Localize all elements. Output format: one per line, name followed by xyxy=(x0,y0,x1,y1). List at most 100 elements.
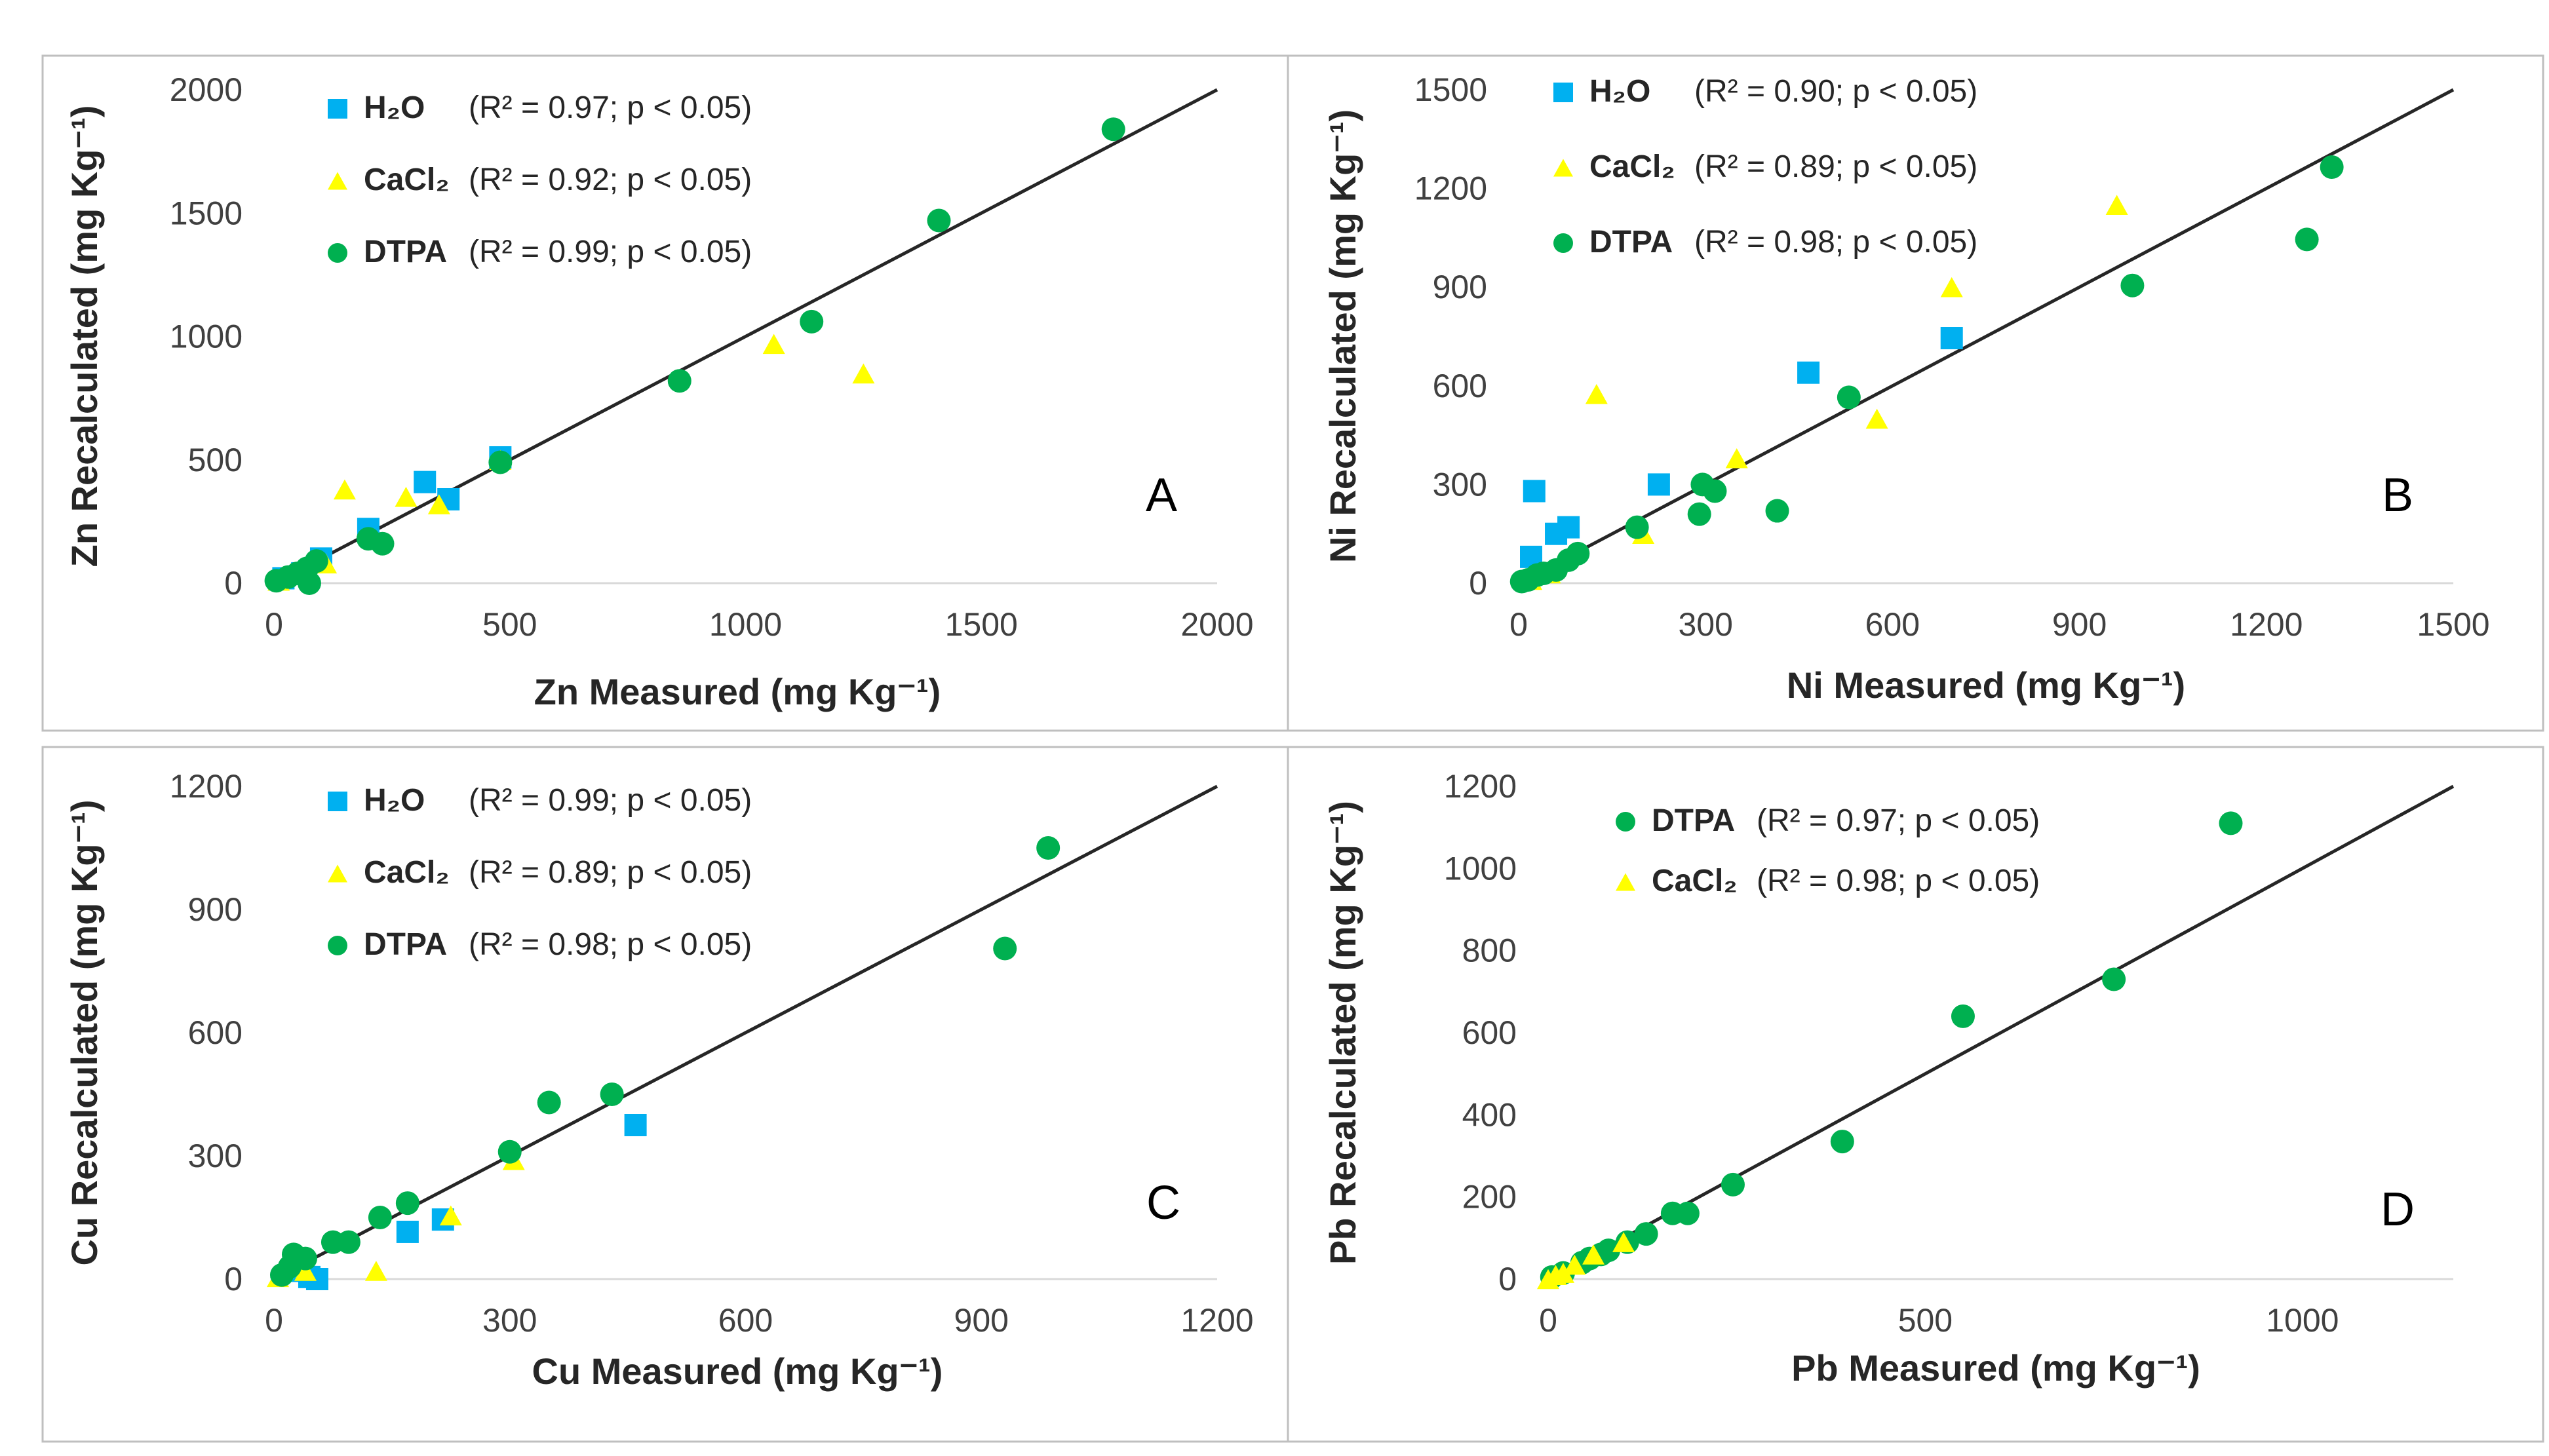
y-tick-label: 1500 xyxy=(1414,71,1487,108)
data-point-circle xyxy=(370,531,395,556)
data-point-circle xyxy=(1625,515,1649,539)
data-point-square xyxy=(624,1114,647,1136)
y-tick-label: 1000 xyxy=(170,318,243,355)
legend-series-stats: (R² = 0.97; p < 0.05) xyxy=(469,90,752,125)
legend-marker-circle xyxy=(328,243,347,263)
x-tick-label: 0 xyxy=(1539,1302,1557,1339)
legend-marker-triangle xyxy=(328,172,347,190)
y-tick-label: 300 xyxy=(1433,466,1487,503)
data-point-triangle xyxy=(439,1205,462,1226)
panel-letter: D xyxy=(2381,1183,2415,1236)
panel-border xyxy=(41,746,1289,1443)
data-point-triangle xyxy=(427,494,450,514)
legend-series-name: H₂O xyxy=(1589,74,1650,109)
legend-marker-square xyxy=(328,792,347,811)
data-point-triangle xyxy=(762,334,785,354)
legend-series-name: H₂O xyxy=(364,783,425,818)
legend-series-name: DTPA xyxy=(364,927,447,962)
legend-series-stats: (R² = 0.99; p < 0.05) xyxy=(469,783,752,818)
legend-marker-square xyxy=(1553,83,1573,102)
y-tick-label: 800 xyxy=(1462,932,1517,969)
data-point-circle xyxy=(1837,385,1861,410)
legend-marker-triangle xyxy=(328,864,347,883)
data-point-circle xyxy=(800,309,824,334)
data-point-circle xyxy=(1036,836,1060,860)
legend-marker-circle xyxy=(1553,233,1573,253)
legend-marker-triangle xyxy=(1616,873,1635,891)
series-circle xyxy=(1509,155,2344,594)
data-point-circle xyxy=(667,369,691,393)
fit-line xyxy=(273,784,1218,1281)
panel-b: 0 300 600 900 1200 1500 0 300 600 900 1200 1500 Ni M… xyxy=(1287,54,2544,732)
data-point-square xyxy=(396,1220,419,1243)
x-tick-label: 300 xyxy=(1678,606,1732,643)
y-tick-label: 600 xyxy=(1462,1014,1517,1051)
data-point-circle xyxy=(1703,479,1727,503)
x-tick-label: 1200 xyxy=(2230,606,2303,643)
data-point-square xyxy=(1523,480,1546,503)
data-point-triangle xyxy=(1612,1232,1635,1252)
data-point-circle xyxy=(927,208,951,233)
data-point-triangle xyxy=(333,479,356,500)
data-point-circle xyxy=(497,1140,522,1164)
data-point-circle xyxy=(368,1206,392,1229)
legend-series-name: DTPA xyxy=(364,235,447,269)
y-axis-title: Cu Recalculated (mg Kg⁻¹) xyxy=(64,800,105,1266)
data-point-triangle xyxy=(2105,195,2128,215)
data-point-circle xyxy=(2219,811,2243,835)
data-point-triangle xyxy=(1725,448,1748,469)
x-axis-title: Ni Measured (mg Kg⁻¹) xyxy=(1787,664,2185,706)
legend-series-name: H₂O xyxy=(364,90,425,125)
data-point-circle xyxy=(293,1246,317,1271)
legend-series-name: CaCl₂ xyxy=(1652,864,1738,898)
data-point-triangle xyxy=(852,363,875,384)
panel-border xyxy=(1287,746,2544,1443)
y-tick-label: 2000 xyxy=(170,71,243,108)
legend-series-name: CaCl₂ xyxy=(364,163,450,197)
y-tick-label: 1200 xyxy=(170,768,243,805)
x-axis-title: Cu Measured (mg Kg⁻¹) xyxy=(532,1351,943,1392)
data-point-square xyxy=(1647,473,1670,496)
y-tick-label: 0 xyxy=(1498,1261,1517,1297)
x-axis-title: Pb Measured (mg Kg⁻¹) xyxy=(1791,1347,2200,1389)
data-point-triangle xyxy=(1552,1263,1575,1283)
x-tick-label: 600 xyxy=(1865,606,1920,643)
y-tick-label: 900 xyxy=(1433,269,1487,305)
y-tick-label: 0 xyxy=(224,1261,243,1297)
data-point-circle xyxy=(304,549,328,573)
y-tick-label: 500 xyxy=(188,442,243,478)
panel-d: 0 500 1000 0 200 400 600 800 1000 1200 Pb Measured… xyxy=(1287,746,2544,1443)
data-point-circle xyxy=(395,1191,419,1216)
y-tick-label: 0 xyxy=(1469,565,1487,602)
legend-series-stats: (R² = 0.97; p < 0.05) xyxy=(1757,803,2040,838)
fit-line xyxy=(273,88,1218,585)
data-point-circle xyxy=(2102,967,2126,991)
x-tick-label: 0 xyxy=(265,1302,283,1339)
series-circle xyxy=(264,117,1125,595)
fit-line xyxy=(1547,784,2455,1281)
x-tick-label: 1200 xyxy=(1180,1302,1253,1339)
data-point-circle xyxy=(1566,541,1590,565)
x-tick-label: 0 xyxy=(265,606,283,643)
data-point-triangle xyxy=(395,486,418,507)
data-point-square xyxy=(1797,361,1820,384)
data-point-circle xyxy=(993,936,1017,961)
data-point-circle xyxy=(537,1090,561,1115)
x-tick-label: 500 xyxy=(482,606,537,643)
y-tick-label: 900 xyxy=(188,891,243,928)
data-point-circle xyxy=(1597,1238,1621,1263)
panel-c: 0 300 600 900 1200 0 300 600 900 1200 Cu Measured … xyxy=(41,746,1289,1443)
data-point-circle xyxy=(600,1082,624,1106)
fit-line xyxy=(1517,88,2455,585)
data-point-circle xyxy=(336,1230,360,1254)
y-tick-label: 1500 xyxy=(170,195,243,231)
x-tick-label: 500 xyxy=(1898,1302,1953,1339)
legend-series-stats: (R² = 0.98; p < 0.05) xyxy=(469,927,752,962)
x-axis-title: Zn Measured (mg Kg⁻¹) xyxy=(534,671,941,712)
data-point-triangle xyxy=(364,1261,387,1281)
legend-marker-circle xyxy=(1616,812,1635,832)
data-point-triangle xyxy=(1585,384,1608,404)
data-point-circle xyxy=(1721,1172,1745,1197)
data-point-triangle xyxy=(1563,1254,1586,1275)
data-point-circle xyxy=(1687,502,1711,526)
